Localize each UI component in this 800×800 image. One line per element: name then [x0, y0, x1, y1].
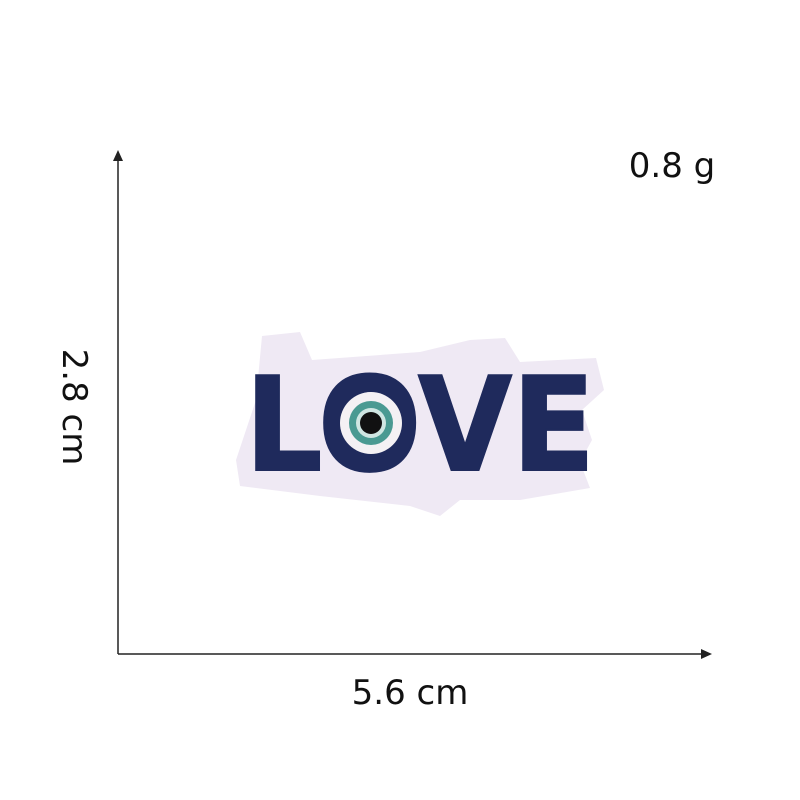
patch-text: LOVE	[245, 349, 595, 501]
height-label: 2.8 cm	[54, 349, 94, 466]
width-label: 5.6 cm	[352, 673, 469, 713]
arrow-head	[701, 649, 712, 659]
patch-backing	[236, 332, 604, 516]
weight-label: 0.8 g	[629, 146, 715, 186]
eye-pupil	[360, 412, 382, 434]
evil-eye	[340, 392, 402, 454]
arrow-head	[113, 150, 123, 161]
